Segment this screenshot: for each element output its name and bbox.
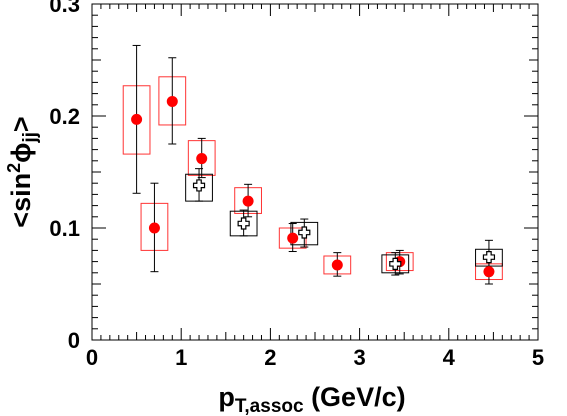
data-point [166, 95, 178, 107]
data-point [482, 251, 496, 264]
y-tick-label: 0.2 [49, 104, 80, 129]
y-axis-title-suffix: > [6, 116, 36, 132]
data-marks [122, 44, 503, 285]
y-axis-title-prefix: <sin [6, 173, 36, 228]
data-point [196, 153, 208, 165]
y-axis-title-superscript: 2 [4, 163, 24, 173]
x-tick-label: 3 [353, 345, 365, 370]
x-tick-label: 1 [175, 345, 187, 370]
x-tick-label: 0 [86, 345, 98, 370]
y-tick-label: 0.1 [49, 216, 80, 241]
y-axis-title-phi: ϕ [6, 143, 36, 163]
data-point [287, 232, 299, 244]
x-tick-label: 5 [532, 345, 544, 370]
data-point [483, 266, 495, 278]
x-tick-label: 2 [264, 345, 276, 370]
data-point [389, 257, 402, 270]
y-tick-label: 0.3 [49, 0, 80, 17]
x-axis-title-subscript: T,assoc [235, 396, 304, 416]
tick-labels: 0 1 2 3 4 5 0 0.1 0.2 0.3 [49, 0, 544, 370]
x-axis-title-units: (GeV/c) [304, 382, 406, 412]
plot-frame [91, 3, 539, 341]
data-point [131, 113, 143, 125]
x-axis-title: pT,assoc (GeV/c) [218, 382, 405, 416]
data-point [298, 226, 311, 239]
x-tick-label: 4 [443, 345, 456, 370]
axis-ticks [91, 3, 539, 341]
data-point [148, 222, 160, 234]
y-axis-title: <sin2ϕjj> [4, 116, 41, 227]
y-tick-label: 0 [68, 328, 80, 353]
data-point [237, 217, 250, 230]
x-axis-title-main: p [218, 382, 235, 412]
data-point [331, 259, 343, 271]
data-point [242, 195, 254, 207]
data-point [192, 179, 206, 192]
y-axis-title-subscript: jj [20, 132, 41, 144]
